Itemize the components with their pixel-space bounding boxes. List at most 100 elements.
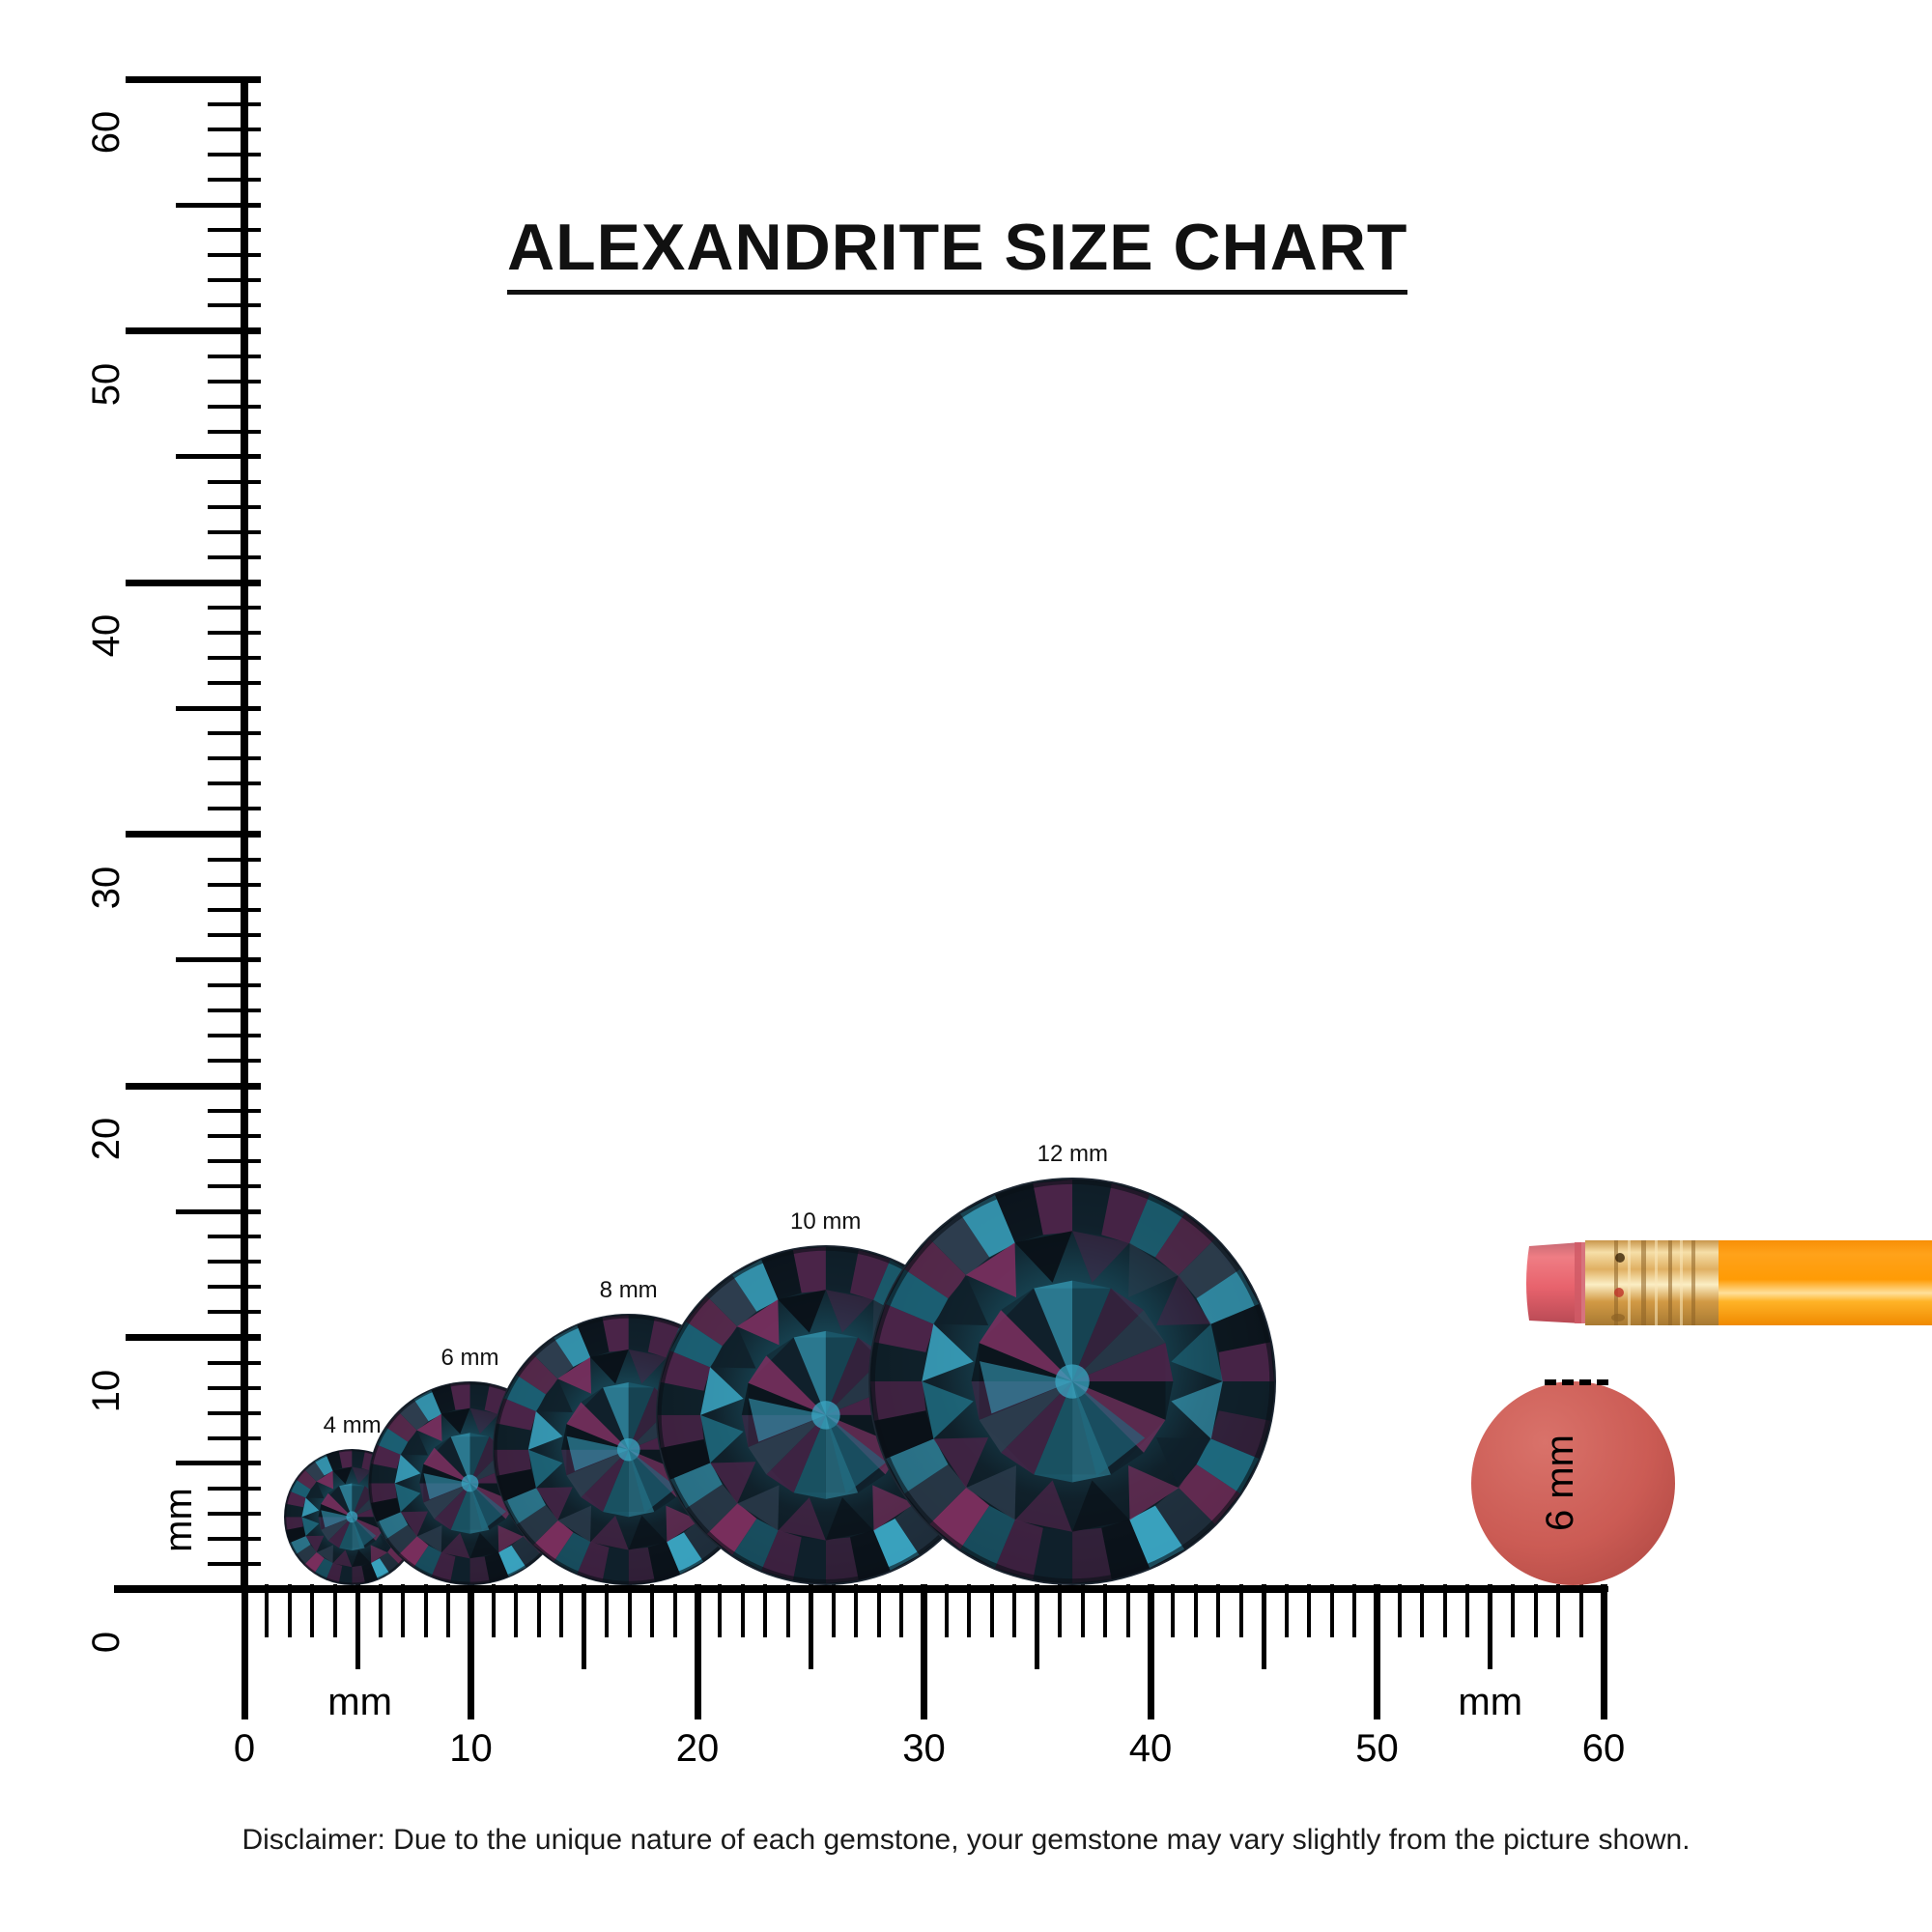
vruler-tick-53 — [208, 253, 261, 258]
hruler-label-0: 0 — [233, 1727, 256, 1770]
vruler-tick-6 — [208, 1435, 261, 1440]
vruler-tick-57 — [208, 153, 261, 157]
vruler-tick-9 — [208, 1360, 261, 1365]
vruler-tick-11 — [208, 1310, 261, 1315]
hruler-tick-11 — [491, 1584, 496, 1637]
hruler-tick-51 — [1397, 1584, 1402, 1637]
vruler-tick-32 — [208, 781, 261, 786]
hruler-tick-9 — [446, 1584, 451, 1637]
horizontal-ruler: 0 10 20 30 40 50 60 mm mm — [0, 1584, 1932, 1835]
vruler-label-20: 20 — [85, 1117, 128, 1161]
hruler-tick-42 — [1193, 1584, 1198, 1637]
disclaimer-text: Disclaimer: Due to the unique nature of … — [242, 1824, 1690, 1856]
vruler-tick-43 — [208, 504, 261, 509]
vruler-tick-38 — [208, 631, 261, 636]
hruler-tick-7 — [401, 1584, 406, 1637]
vruler-tick-27 — [208, 907, 261, 912]
hruler-unit-label-right: mm — [1458, 1681, 1523, 1723]
vruler-tick-36 — [208, 681, 261, 686]
hruler-tick-49 — [1352, 1584, 1357, 1637]
vruler-tick-50 — [126, 327, 261, 334]
hruler-unit-label-left: mm — [327, 1681, 392, 1723]
hruler-tick-20 — [694, 1584, 701, 1719]
hruler-tick-47 — [1307, 1584, 1312, 1637]
hruler-tick-36 — [1058, 1584, 1063, 1637]
vruler-tick-3 — [208, 1511, 261, 1516]
hruler-tick-18 — [650, 1584, 655, 1637]
gemstone-label-10mm: 10 mm — [790, 1208, 862, 1236]
hruler-tick-0 — [241, 1584, 248, 1719]
gemstone-label-4mm: 4 mm — [323, 1412, 382, 1439]
hruler-tick-16 — [605, 1584, 610, 1637]
vruler-tick-21 — [208, 1058, 261, 1063]
hruler-tick-23 — [763, 1584, 768, 1637]
hruler-tick-28 — [876, 1584, 881, 1637]
vruler-tick-48 — [208, 379, 261, 384]
vruler-tick-30 — [126, 831, 261, 838]
hruler-label-20: 20 — [675, 1727, 720, 1770]
vruler-tick-19 — [208, 1109, 261, 1114]
vruler-tick-59 — [208, 102, 261, 107]
vruler-label-60: 60 — [85, 110, 128, 155]
hruler-tick-44 — [1238, 1584, 1243, 1637]
hruler-tick-19 — [672, 1584, 677, 1637]
hruler-tick-14 — [559, 1584, 564, 1637]
eraser-dimension-label: 6 mm — [1539, 1435, 1581, 1532]
vruler-tick-54 — [208, 228, 261, 233]
vruler-tick-4 — [208, 1486, 261, 1491]
hruler-tick-38 — [1103, 1584, 1108, 1637]
vruler-tick-12 — [208, 1285, 261, 1290]
vruler-tick-46 — [208, 429, 261, 434]
hruler-tick-43 — [1216, 1584, 1221, 1637]
hruler-tick-56 — [1511, 1584, 1516, 1637]
vruler-tick-16 — [208, 1184, 261, 1189]
vruler-label-10: 10 — [85, 1369, 128, 1412]
gemstone-12mm[interactable] — [868, 1177, 1277, 1585]
hruler-tick-32 — [967, 1584, 972, 1637]
vruler-tick-33 — [208, 756, 261, 761]
vruler-label-50: 50 — [85, 362, 128, 406]
vruler-tick-51 — [208, 303, 261, 308]
hruler-tick-58 — [1556, 1584, 1561, 1637]
vruler-tick-34 — [208, 731, 261, 736]
hruler-tick-33 — [989, 1584, 994, 1637]
vruler-tick-22 — [208, 1033, 261, 1037]
hruler-tick-17 — [627, 1584, 632, 1637]
hruler-label-30: 30 — [902, 1727, 946, 1770]
vruler-tick-26 — [208, 932, 261, 937]
hruler-tick-52 — [1420, 1584, 1425, 1637]
hruler-tick-10 — [468, 1584, 474, 1719]
hruler-tick-54 — [1465, 1584, 1470, 1637]
vruler-tick-1 — [208, 1561, 261, 1566]
vruler-tick-23 — [208, 1008, 261, 1012]
hruler-tick-59 — [1578, 1584, 1583, 1637]
hruler-tick-46 — [1284, 1584, 1289, 1637]
vruler-tick-31 — [208, 807, 261, 811]
vruler-tick-15 — [176, 1208, 261, 1214]
pencil-reference-object — [1521, 1229, 1932, 1337]
ruler-baseline-vertical — [241, 76, 248, 1589]
page-title: ALEXANDRITE SIZE CHART — [507, 211, 1408, 284]
vertical-ruler: 0 10 20 30 40 50 60 mm — [0, 0, 261, 1653]
vruler-tick-20 — [126, 1082, 261, 1090]
gemstone-label-6mm: 6 mm — [440, 1344, 499, 1371]
hruler-tick-3 — [310, 1584, 315, 1637]
gemstone-label-8mm: 8 mm — [599, 1276, 658, 1303]
hruler-tick-31 — [944, 1584, 949, 1637]
hruler-tick-37 — [1080, 1584, 1085, 1637]
hruler-tick-60 — [1600, 1584, 1607, 1719]
vruler-tick-7 — [208, 1410, 261, 1415]
hruler-tick-22 — [740, 1584, 745, 1637]
vruler-label-40: 40 — [85, 613, 128, 658]
vruler-unit-label: mm — [157, 1488, 200, 1552]
vruler-tick-60 — [126, 75, 261, 83]
hruler-tick-4 — [332, 1584, 337, 1637]
hruler-tick-41 — [1171, 1584, 1176, 1637]
hruler-tick-48 — [1329, 1584, 1334, 1637]
vruler-tick-37 — [208, 656, 261, 661]
vruler-tick-8 — [208, 1385, 261, 1390]
hruler-tick-8 — [423, 1584, 428, 1637]
vruler-tick-5 — [176, 1461, 261, 1466]
vruler-tick-45 — [176, 454, 261, 460]
